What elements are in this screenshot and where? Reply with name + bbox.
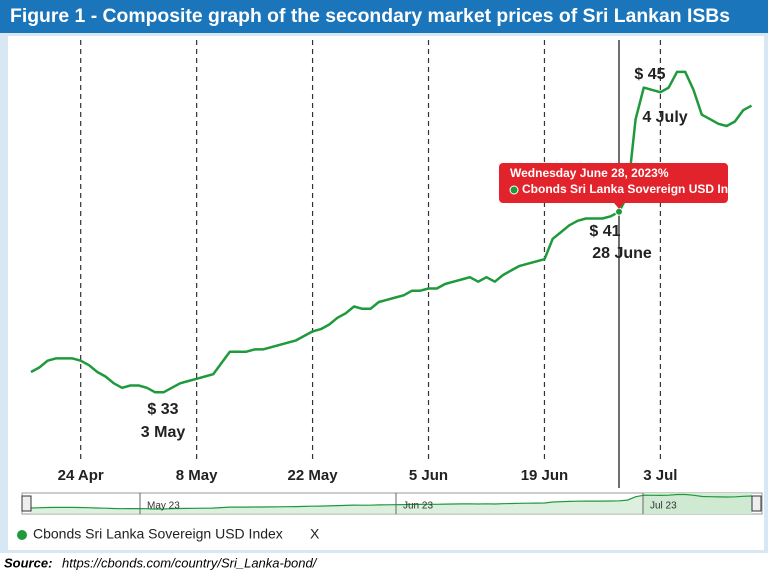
legend-close[interactable]: X [310, 526, 320, 542]
navigator-handle[interactable] [21, 495, 32, 512]
header-bar [0, 0, 768, 33]
series-line [30, 70, 753, 394]
x-tick-label: 22 May [288, 467, 339, 484]
annotation-date: 3 May [141, 424, 186, 441]
source-url: https://cbonds.com/country/Sri_Lanka-bon… [62, 555, 318, 570]
annotation-value: $ 45 [634, 66, 665, 83]
navigator-label: May 23 [147, 501, 180, 512]
navigator-line [29, 493, 753, 510]
highlight-point [614, 207, 623, 216]
x-tick-label: 24 Apr [58, 467, 104, 484]
x-tick-label: 19 Jun [521, 467, 569, 484]
legend-label: Cbonds Sri Lanka Sovereign USD Index [33, 526, 283, 542]
tooltip-box [499, 163, 728, 209]
navigator-label: Jul 23 [650, 501, 677, 512]
annotation-value: $ 41 [589, 223, 620, 240]
annotation-date: 4 July [642, 109, 687, 126]
annotation-date: 28 June [592, 245, 652, 262]
x-tick-label: 3 Jul [643, 467, 677, 484]
navigator-area [30, 494, 752, 514]
chart-title: Figure 1 - Composite graph of the second… [10, 6, 730, 27]
tooltip-series: Cbonds Sri Lanka Sovereign USD Index [522, 182, 749, 196]
legend-swatch [17, 530, 27, 540]
navigator-handle[interactable] [751, 495, 762, 512]
tooltip-swatch [509, 185, 519, 195]
source-label: Source: [4, 555, 52, 570]
plot-panel [8, 36, 764, 550]
annotation-value: $ 33 [147, 401, 178, 418]
x-tick-label: 5 Jun [409, 467, 448, 484]
x-tick-label: 8 May [176, 467, 218, 484]
tooltip-title: Wednesday June 28, 2023% [510, 166, 669, 180]
navigator-label: Jun 23 [403, 501, 433, 512]
